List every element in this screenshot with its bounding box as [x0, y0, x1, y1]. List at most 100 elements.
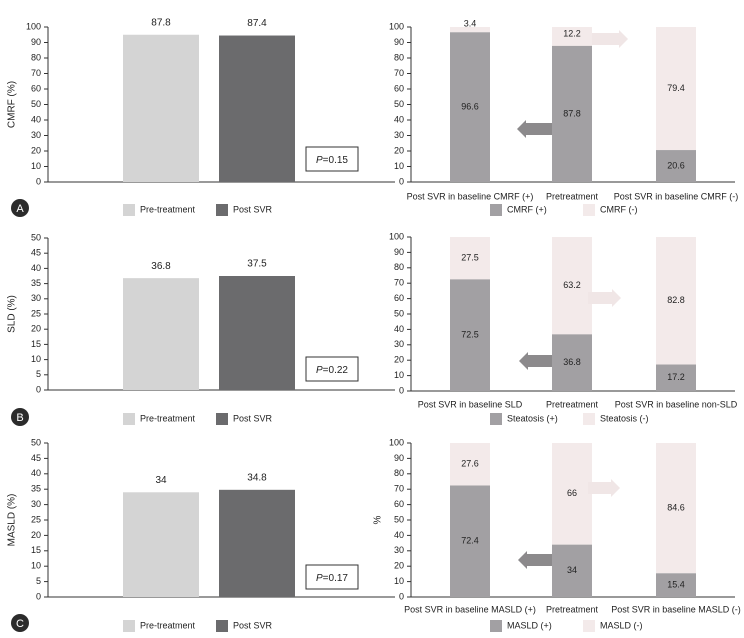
panel-a-right-legend-label: CMRF (-) [600, 204, 638, 214]
panel-c-left-legend-label: Pre-treatment [140, 620, 196, 630]
panel-a-left-y-tick-label: 70 [31, 68, 41, 78]
panel-a-negative-value-label: 79.4 [667, 83, 685, 93]
p-value-symbol: P [316, 155, 323, 166]
panel-c-right-legend-label: MASLD (-) [600, 620, 643, 630]
panel-c-right-legend-swatch [583, 620, 595, 632]
panel-a-stack-negative-segment [656, 27, 696, 151]
panel-c-badge-circle [11, 614, 29, 632]
panel-b-left-y-tick-label: 10 [31, 354, 41, 364]
panel-a-left-chart: 0 10 20 30 40 50 60 70 80 90 100 CMRF (%) 87.8 87.4 P=… [7, 17, 395, 216]
panel-a-right-y-tick-label: 50 [394, 99, 404, 109]
panel-b-left-y-tick-label: 45 [31, 248, 41, 258]
panel-a-left-y-tick-label: 20 [31, 145, 41, 155]
panel-a-left-y-tick-label: 60 [31, 83, 41, 93]
panel-a-left-y-tick-label: 90 [31, 37, 41, 47]
panel-a-right-y-tick-label: 70 [394, 68, 404, 78]
panel-a-left-y-axis-title: CMRF (%) [7, 81, 18, 128]
panel-a-p-value-text: P=0.15 [316, 155, 348, 166]
panel-a-bar-post-svr [219, 35, 295, 183]
panel-b-left-y-tick-label: 50 [31, 232, 41, 242]
panel-b-right-y-tick-label: 0 [399, 385, 404, 395]
panel-c-right-y-tick-label: 0 [399, 591, 404, 601]
panel-c-bar-value-label: 34 [155, 475, 167, 486]
panel-c-letter-badge: C [11, 614, 29, 632]
panel-c-left-legend-label: Post SVR [233, 620, 273, 630]
panel-a-positive-value-label: 20.6 [667, 160, 685, 170]
panel-b-stack-negative-segment [656, 237, 696, 365]
panel-c-p-value-text: P=0.17 [316, 573, 348, 584]
panel-c-left-y-tick-label: 35 [31, 484, 41, 494]
panel-b-negative-value-label: 27.5 [461, 253, 479, 263]
panel-a-positive-value-label: 96.6 [461, 102, 479, 112]
panel-a-right-y-tick-label: 30 [394, 130, 404, 140]
panel-b-category-label: Pretreatment [546, 399, 599, 409]
panel-c-category-label: Pretreatment [546, 604, 599, 614]
panel-c-stack-negative-segment [656, 443, 696, 574]
panel-b-left-y-tick-label: 15 [31, 339, 41, 349]
panel-a-right-y-tick-label: 80 [394, 52, 404, 62]
panel-c-left-y-tick-label: 20 [31, 530, 41, 540]
panel-b-decrease-arrow-icon [519, 352, 552, 370]
panel-c-left-y-tick-label: 0 [36, 591, 41, 601]
panel-c-badge-letter: C [16, 618, 24, 630]
panel-a-category-label: Post SVR in baseline CMRF (-) [614, 191, 739, 201]
p-value-number: =0.17 [323, 573, 349, 584]
panel-b-left-y-tick-label: 0 [36, 384, 41, 394]
panel-a-right-y-tick-label: 40 [394, 114, 404, 124]
panel-a-right-y-tick-label: 20 [394, 145, 404, 155]
panel-c-right-y-tick-label: 100 [389, 437, 404, 447]
panel-a-category-label: Pretreatment [546, 191, 599, 201]
panel-a-badge-letter: A [16, 203, 24, 215]
panel-c-left-y-tick-label: 30 [31, 499, 41, 509]
panel-b-left-y-tick-label: 20 [31, 324, 41, 334]
panel-c-right-legend-label: MASLD (+) [507, 620, 552, 630]
panel-b-right-y-tick-label: 100 [389, 231, 404, 241]
panel-a-left-y-tick-label: 100 [26, 21, 41, 31]
panel-c-negative-value-label: 27.6 [461, 459, 479, 469]
panel-b-right-y-tick-label: 90 [394, 247, 404, 257]
panel-a-right-legend-swatch [583, 204, 595, 216]
panel-b-bar-value-label: 37.5 [247, 259, 267, 270]
panel-b-right-legend-swatch [583, 413, 595, 425]
panel-a-left-y-tick-label: 50 [31, 99, 41, 109]
panel-b-stack-negative-segment [552, 237, 592, 335]
panel-b-stack-positive-segment [656, 364, 696, 391]
panel-b-stack-positive-segment [552, 334, 592, 391]
panel-b-right-y-tick-label: 10 [394, 370, 404, 380]
panel-a-right-legend-label: CMRF (+) [507, 204, 547, 214]
panel-b-right-y-tick-label: 70 [394, 278, 404, 288]
panel-c-decrease-arrow-icon [518, 551, 552, 569]
panel-a-positive-value-label: 87.8 [563, 108, 581, 118]
panel-b-p-value-box [305, 356, 359, 382]
panel-b-left-legend-label: Pre-treatment [140, 413, 196, 423]
p-value-symbol: P [316, 573, 323, 584]
panel-c-increase-arrow-icon [588, 479, 620, 497]
panel-b-category-label: Post SVR in baseline SLD [418, 399, 523, 409]
panel-c-p-value-box [305, 564, 359, 590]
panel-a-right-legend-swatch [490, 204, 502, 216]
panel-a-negative-value-label: 3.4 [464, 18, 477, 28]
p-value-symbol: P [316, 365, 323, 376]
panel-a-badge-circle [11, 199, 29, 217]
panel-a-left-legend-swatch [216, 204, 228, 216]
panel-c-positive-value-label: 15.4 [667, 580, 685, 590]
panel-a-left-legend-label: Pre-treatment [140, 204, 196, 214]
panel-b-left-y-tick-label: 25 [31, 308, 41, 318]
panel-c-right-y-tick-label: 90 [394, 453, 404, 463]
panel-c-left-chart: 0 5 10 15 20 25 30 35 40 45 50 MASLD (%) 34 34.8 P=0.1… [7, 437, 395, 632]
panel-c-stack-negative-segment [552, 443, 592, 545]
panel-b-letter-badge: B [11, 408, 29, 426]
panel-a-bar-pre-treatment [123, 34, 199, 182]
panel-a-decrease-arrow-icon [517, 120, 552, 138]
panel-b-right-y-tick-label: 50 [394, 308, 404, 318]
panel-c-left-y-tick-label: 50 [31, 437, 41, 447]
panel-a-stack-positive-segment [552, 45, 592, 182]
panel-b-left-legend-swatch [216, 413, 228, 425]
panel-b-negative-value-label: 63.2 [563, 280, 581, 290]
panel-b-bar-pre-treatment [123, 278, 199, 390]
panel-c-bar-pre-treatment [123, 492, 199, 597]
p-value-number: =0.15 [323, 155, 349, 166]
panel-c-left-y-axis-title: MASLD (%) [7, 494, 18, 547]
panel-b-left-legend-swatch [123, 413, 135, 425]
panel-b-left-chart: 0 5 10 15 20 25 30 35 40 45 50 SLD (%) 36.8 37.5 P=0.2… [7, 232, 395, 425]
